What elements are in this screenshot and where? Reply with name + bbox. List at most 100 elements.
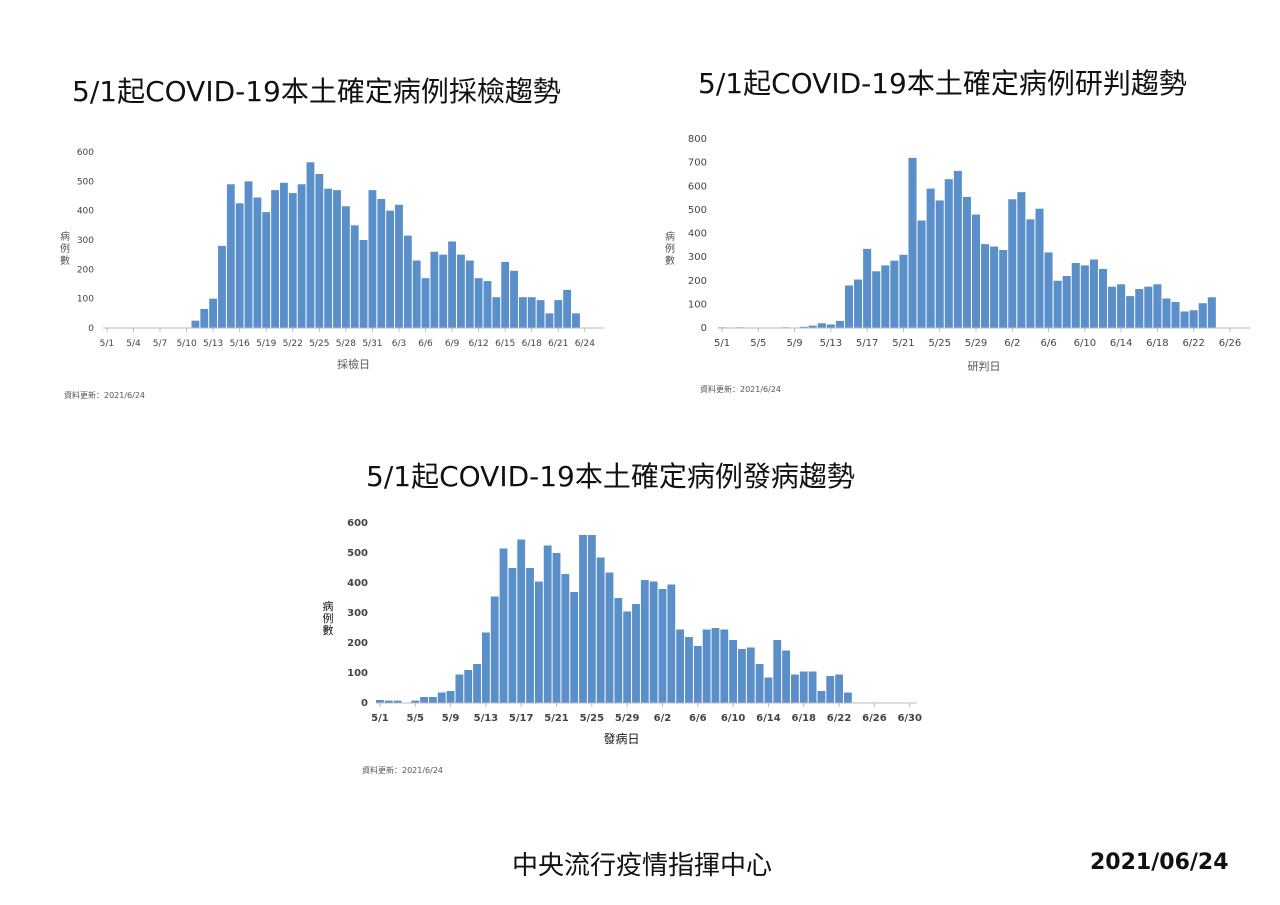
confirmation-bar — [854, 279, 863, 328]
sampling-bar — [439, 254, 448, 328]
confirmation-bar — [863, 248, 872, 328]
confirmation-bar — [1080, 265, 1089, 328]
onset-bar — [773, 640, 782, 703]
confirmation-x-tick-label: 5/29 — [965, 338, 987, 349]
sampling-bar — [315, 174, 324, 328]
sampling-bar — [244, 181, 253, 328]
onset-bar — [579, 535, 587, 703]
sampling-bar — [271, 190, 279, 328]
confirmation-bar — [917, 220, 926, 328]
confirmation-x-tick-label: 5/17 — [856, 338, 878, 349]
confirmation-bar — [881, 265, 890, 328]
onset-x-tick-label: 5/5 — [406, 713, 424, 724]
sampling-bar — [527, 297, 536, 328]
sampling-y-tick-label: 500 — [77, 177, 94, 187]
sampling-x-tick-label: 6/24 — [575, 339, 595, 349]
confirmation-bar — [1108, 286, 1117, 328]
confirmation-x-tick-label: 5/13 — [820, 338, 842, 349]
confirmation-bar — [835, 320, 844, 328]
confirmation-bar — [890, 260, 899, 328]
confirmation-bar — [799, 326, 808, 328]
onset-bar — [843, 692, 852, 703]
confirmation-bar — [1171, 302, 1180, 328]
onset-y-tick-label: 200 — [347, 638, 368, 649]
onset-bar — [702, 629, 711, 703]
confirmation-x-tick-label: 6/10 — [1074, 338, 1096, 349]
sampling-bar — [421, 278, 430, 328]
confirmation-y-axis-label-char: 例 — [665, 242, 675, 255]
confirmation-bar — [944, 179, 953, 328]
confirmation-bar — [1044, 252, 1053, 328]
confirmation-bar — [935, 200, 944, 328]
onset-x-tick-label: 5/17 — [509, 713, 534, 724]
onset-y-axis-label-char: 數 — [323, 624, 334, 637]
sampling-bar — [465, 260, 474, 328]
sampling-x-tick-label: 6/3 — [392, 339, 406, 349]
sampling-bar — [306, 162, 315, 328]
sampling-y-tick-label: 200 — [77, 265, 94, 275]
onset-y-tick-label: 300 — [347, 608, 368, 619]
sampling-bar — [297, 184, 306, 328]
confirmation-x-tick-label: 5/21 — [892, 338, 914, 349]
sampling-x-tick-label: 5/4 — [126, 339, 141, 349]
sampling-y-tick-label: 0 — [88, 324, 94, 334]
onset-x-tick-label: 6/26 — [862, 713, 887, 724]
confirmation-y-tick-label: 800 — [688, 134, 707, 145]
onset-bar — [437, 692, 446, 703]
onset-chart-title: 5/1起COVID-19本土確定病例發病趨勢 — [366, 460, 855, 493]
onset-bar — [464, 670, 473, 703]
sampling-x-tick-label: 5/25 — [309, 339, 329, 349]
confirmation-y-axis-label-char: 病 — [665, 230, 675, 243]
confirmation-bar — [962, 196, 971, 328]
confirmation-bar — [1089, 259, 1098, 328]
confirmation-x-tick-label: 6/14 — [1110, 338, 1132, 349]
sampling-bar — [288, 193, 297, 328]
onset-bar — [711, 628, 720, 703]
confirmation-x-axis-label: 研判日 — [968, 360, 1001, 373]
sampling-x-tick-label: 5/31 — [362, 339, 382, 349]
sampling-update-note: 資料更新：2021/6/24 — [64, 391, 146, 400]
sampling-bar — [563, 289, 572, 328]
confirmation-bar — [990, 246, 999, 328]
onset-bar — [764, 677, 773, 703]
onset-bar — [649, 581, 658, 703]
onset-bar — [561, 574, 570, 703]
confirmation-y-tick-label: 100 — [688, 299, 707, 310]
onset-bar — [826, 676, 835, 703]
sampling-bar — [430, 251, 439, 328]
onset-bar — [605, 572, 614, 703]
confirmation-y-tick-label: 0 — [701, 323, 707, 334]
confirmation-bar — [999, 250, 1008, 328]
onset-y-tick-label: 400 — [347, 578, 368, 589]
sampling-x-tick-label: 5/28 — [336, 339, 356, 349]
onset-x-axis-label: 發病日 — [603, 731, 639, 746]
confirmation-bar — [1144, 286, 1153, 328]
onset-bar — [517, 539, 526, 703]
sampling-bar — [209, 298, 218, 328]
confirmation-x-tick-label: 6/22 — [1182, 338, 1204, 349]
confirmation-bar — [1098, 268, 1108, 328]
sampling-y-axis-label-char: 例 — [60, 242, 70, 255]
onset-bar — [552, 553, 561, 703]
confirmation-y-tick-label: 700 — [688, 158, 707, 169]
sampling-bar — [412, 260, 421, 328]
confirmation-bar — [1117, 284, 1126, 328]
sampling-bar — [536, 300, 545, 328]
sampling-y-tick-label: 300 — [77, 236, 94, 246]
sampling-bar — [448, 241, 456, 328]
confirmation-y-tick-label: 300 — [688, 252, 707, 263]
confirmation-bar — [971, 214, 981, 328]
onset-y-tick-label: 0 — [361, 698, 368, 709]
confirmation-bar — [1135, 289, 1144, 328]
confirmation-bar — [1207, 297, 1216, 328]
sampling-bar — [554, 300, 563, 328]
onset-bar — [428, 697, 437, 703]
sampling-bar — [368, 190, 377, 328]
sampling-bar — [518, 297, 527, 328]
sampling-bar — [572, 313, 580, 328]
sampling-bar — [200, 308, 209, 328]
onset-bar — [455, 674, 464, 703]
onset-bar — [490, 596, 499, 703]
confirmation-bar — [1017, 192, 1026, 328]
footer-date: 2021/06/24 — [1090, 850, 1229, 875]
